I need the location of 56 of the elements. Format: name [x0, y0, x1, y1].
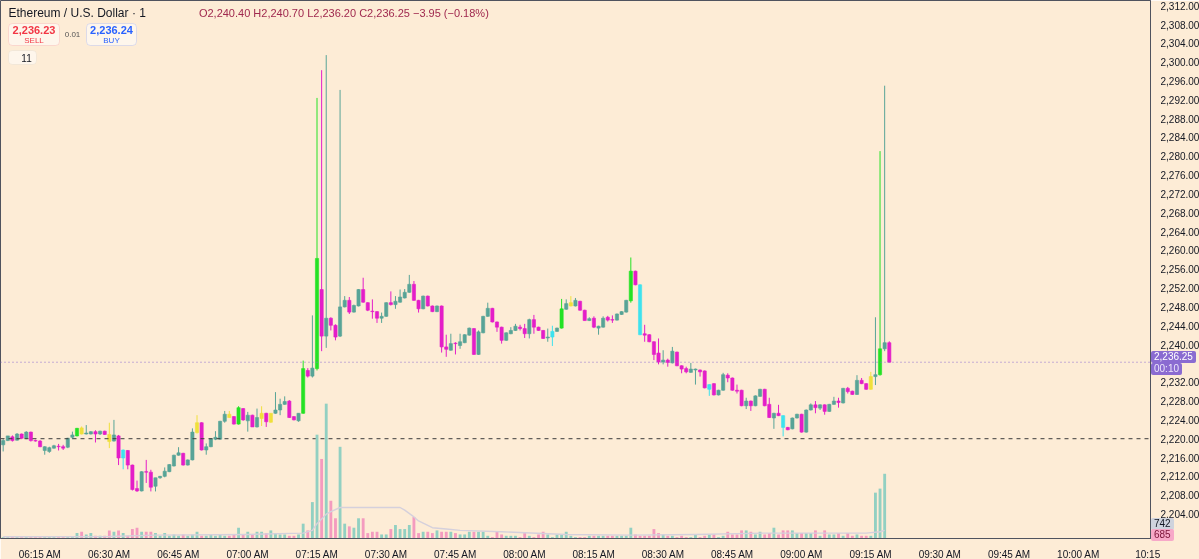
y-tick-label: 2,284.00: [1160, 132, 1199, 144]
annotation: SELL: [24, 36, 45, 45]
y-tick-label: 2,304.00: [1160, 38, 1199, 50]
x-tick-label: 08:30 AM: [641, 548, 685, 559]
annotation: 2,236.24: [90, 23, 134, 36]
y-tick-label: 2,256.00: [1160, 264, 1199, 276]
annotation: 0.01: [64, 30, 81, 39]
x-tick-label: 08:45 AM: [710, 548, 754, 559]
x-tick-label: 09:15 AM: [849, 548, 892, 559]
x-tick-label: 07:45 AM: [434, 548, 477, 559]
annotation: BUY: [103, 36, 121, 45]
text: Ethereum / U.S. Dollar · 1: [8, 5, 147, 20]
text: 742: [1151, 518, 1174, 530]
y-tick-label: 2,296.00: [1160, 75, 1199, 87]
text: 00:10: [1151, 363, 1183, 375]
x-tick-label: 10:00 AM: [1057, 548, 1100, 559]
y-tick-label: 2,276.00: [1160, 170, 1199, 182]
x-tick-label: 08:15 AM: [572, 548, 615, 559]
text: O2,240.40 H2,240.70 L2,236.20 C2,236.25 −3.95 (−0.18%): [198, 6, 489, 19]
y-tick-label: 2,268.00: [1160, 207, 1199, 219]
annotation: 2,236.23: [12, 23, 56, 36]
x-tick-label: 09:30 AM: [918, 548, 961, 559]
y-tick-label: 2,240.00: [1160, 339, 1199, 351]
y-tick-label: 2,248.00: [1160, 301, 1199, 313]
y-tick-label: 2,232.00: [1160, 377, 1199, 389]
x-tick-label: 07:30 AM: [364, 548, 408, 559]
x-tick-label: 07:15 AM: [295, 548, 338, 559]
x-tick-label: 06:45 AM: [157, 548, 200, 559]
annotation: 11: [21, 52, 33, 64]
x-tick-label: 07:00 AM: [226, 548, 269, 559]
x-tick-label: 09:45 AM: [987, 548, 1031, 559]
y-tick-label: 2,224.00: [1160, 414, 1199, 426]
y-tick-label: 2,308.00: [1160, 19, 1199, 31]
y-tick-label: 2,280.00: [1160, 151, 1199, 163]
y-tick-label: 2,216.00: [1160, 452, 1199, 464]
x-tick-label: 09:00 AM: [780, 548, 823, 559]
y-tick-label: 2,228.00: [1160, 396, 1199, 408]
y-tick-label: 2,288.00: [1160, 113, 1199, 125]
y-tick-label: 2,272.00: [1160, 188, 1199, 200]
x-tick-label: 10:15: [1135, 548, 1161, 559]
text: 685: [1151, 529, 1174, 541]
x-tick-label: 08:00 AM: [503, 548, 546, 559]
y-tick-label: 2,264.00: [1160, 226, 1199, 238]
ref-line-label: 2,236.25: [1151, 351, 1196, 363]
x-tick-label: 06:30 AM: [87, 548, 131, 559]
y-tick-label: 2,300.00: [1160, 57, 1199, 69]
y-tick-label: 2,220.00: [1160, 433, 1199, 445]
y-tick-label: 2,260.00: [1160, 245, 1199, 257]
y-tick-label: 2,204.00: [1160, 509, 1199, 521]
y-tick-label: 2,312.00: [1160, 0, 1199, 12]
x-tick-label: 06:15 AM: [18, 548, 61, 559]
y-tick-label: 2,244.00: [1160, 320, 1199, 332]
y-tick-label: 2,208.00: [1160, 490, 1199, 502]
y-tick-label: 2,252.00: [1160, 283, 1199, 295]
y-tick-label: 2,292.00: [1160, 94, 1199, 106]
y-tick-label: 2,212.00: [1160, 471, 1199, 483]
